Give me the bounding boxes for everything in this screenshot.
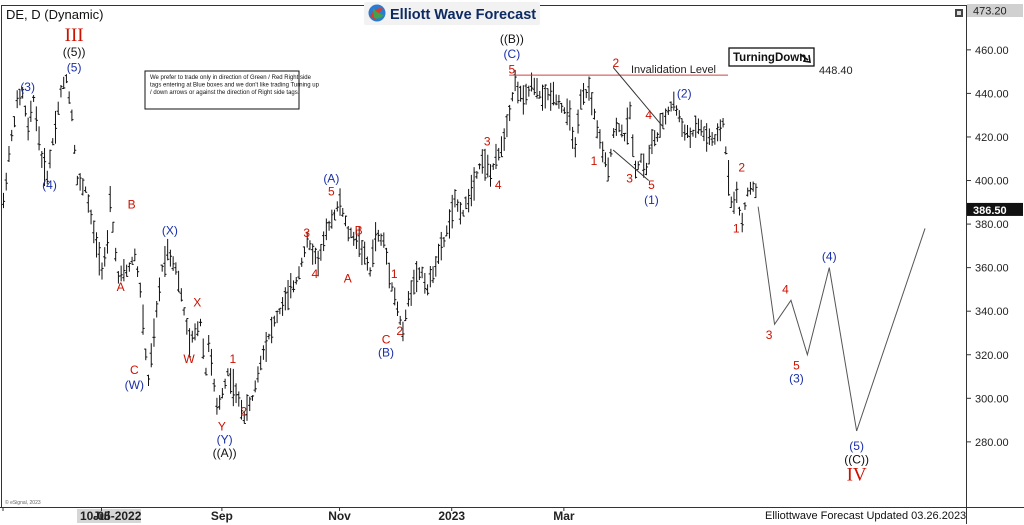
x-cursor-box (77, 509, 141, 523)
x-tick-label: 10-05-2022 (80, 509, 142, 523)
y-tick-label: 360.00 (975, 263, 1009, 275)
y-tick-label: 400.00 (975, 176, 1009, 188)
badge-frame (728, 47, 815, 67)
wave-label: III (65, 25, 84, 46)
top-price-text: 473.20 (973, 6, 1007, 18)
wave-label: 4 (312, 267, 319, 281)
trendlines (612, 66, 663, 181)
y-tick-label: 420.00 (975, 132, 1009, 144)
trendline (612, 149, 650, 181)
price-axis: 460.00 440.00 420.00 400.00 380.00 360.00 340.… (966, 45, 1009, 449)
wave-label: 2 (396, 324, 403, 338)
x-tick-label: Nov (328, 509, 351, 523)
wave-label: X (193, 295, 201, 309)
wave-label: ((5)) (63, 45, 86, 59)
note-box (144, 70, 300, 110)
wave-label: (Y) (217, 433, 233, 447)
wave-label: 3 (303, 226, 310, 240)
wave-label: (2) (677, 86, 692, 100)
price-bars (1, 69, 758, 425)
badge-text: TurningDown (733, 52, 806, 64)
wave-label: C (130, 363, 139, 377)
wave-label: 3 (766, 328, 773, 342)
down-arrow-icon (799, 53, 811, 63)
projection-path (757, 206, 926, 432)
x-tick-label: 2023 (438, 509, 465, 523)
wave-label: 5 (793, 359, 800, 373)
settings-icon[interactable] (955, 9, 963, 17)
wave-label: ((B)) (500, 32, 524, 46)
wave-label: 5 (328, 184, 335, 198)
invalidation-value: 448.40 (819, 65, 853, 77)
wave-label: (3) (20, 80, 35, 94)
wave-label: B (128, 197, 136, 211)
wave-label: 1 (591, 154, 598, 168)
wave-label: 4 (495, 178, 502, 192)
wave-label: B (355, 224, 363, 238)
top-price-box (967, 4, 1023, 17)
wave-label: 2 (240, 404, 247, 418)
wave-label: (5) (849, 439, 864, 453)
invalidation-label: Invalidation Level (631, 64, 716, 76)
wave-label: A (344, 272, 352, 286)
wave-label: (4) (822, 250, 837, 264)
wave-label: ((A)) (213, 446, 237, 460)
wave-label: 1 (229, 352, 236, 366)
y-tick-label: 340.00 (975, 306, 1009, 318)
wave-label: (W) (125, 378, 144, 392)
wave-label: 5 (509, 62, 516, 76)
brand-leaf-icon (373, 8, 384, 19)
wave-label: W (183, 352, 195, 366)
top-price-marker: 473.20 (967, 4, 1023, 18)
y-tick-label: 300.00 (975, 393, 1009, 405)
x-tick-label: Mar (553, 509, 575, 523)
invalidation-level: Invalidation Level 448.40 (509, 64, 853, 77)
wave-label: 2 (738, 160, 745, 174)
wave-label: A (117, 280, 125, 294)
wave-label: (4) (42, 178, 57, 192)
trading-note: We prefer to trade only in direction of … (144, 70, 321, 110)
footer-text: Elliottwave Forecast Updated 03.26.2023 (765, 510, 966, 522)
wave-label: 3 (626, 171, 633, 185)
wave-label: (A) (323, 171, 339, 185)
wave-label: 1 (733, 221, 740, 235)
last-price-marker: 386.50 (967, 202, 1023, 217)
turning-down-badge: TurningDown (728, 47, 815, 67)
wave-label: (3) (789, 372, 804, 386)
wave-label: (1) (644, 193, 659, 207)
last-price-text: 386.50 (973, 205, 1007, 217)
x-tick-label: Sep (211, 509, 233, 523)
wave-label: (B) (378, 346, 394, 360)
chart-title: DE, D (Dynamic) (6, 7, 104, 22)
wave-label: 2 (613, 56, 620, 70)
copyright-text: © eSignal, 2023 (5, 499, 41, 506)
wave-label: (5) (67, 60, 82, 74)
note-text: We prefer to trade only in direction of … (150, 75, 321, 96)
wave-label: 3 (484, 134, 491, 148)
wave-labels: III((5))(5)(3)(4)BA(X)XWC(W)1Y(Y)((A))2(… (20, 25, 869, 486)
wave-label: 1 (391, 267, 398, 281)
wave-label: 4 (645, 108, 652, 122)
brand-bar (364, 2, 540, 25)
wave-label: ((C)) (844, 452, 869, 466)
wave-label: (X) (162, 224, 178, 238)
wave-label: 5 (648, 178, 655, 192)
brand-name: Elliott Wave Forecast (390, 7, 536, 23)
y-tick-label: 320.00 (975, 350, 1009, 362)
y-tick-label: 460.00 (975, 45, 1009, 57)
brand-logo: Elliott Wave Forecast (364, 2, 540, 25)
y-tick-label: 380.00 (975, 219, 1009, 231)
wave-label: Y (218, 420, 226, 434)
x-tick-label: Jul (93, 509, 110, 523)
wave-label: 4 (782, 282, 789, 296)
last-price-box (967, 202, 1023, 216)
y-tick-label: 280.00 (975, 437, 1009, 449)
wave-label: (C) (504, 47, 521, 61)
trendline (612, 66, 663, 127)
wave-label: IV (847, 465, 867, 486)
y-tick-label: 440.00 (975, 88, 1009, 100)
wave-label: C (382, 333, 391, 347)
